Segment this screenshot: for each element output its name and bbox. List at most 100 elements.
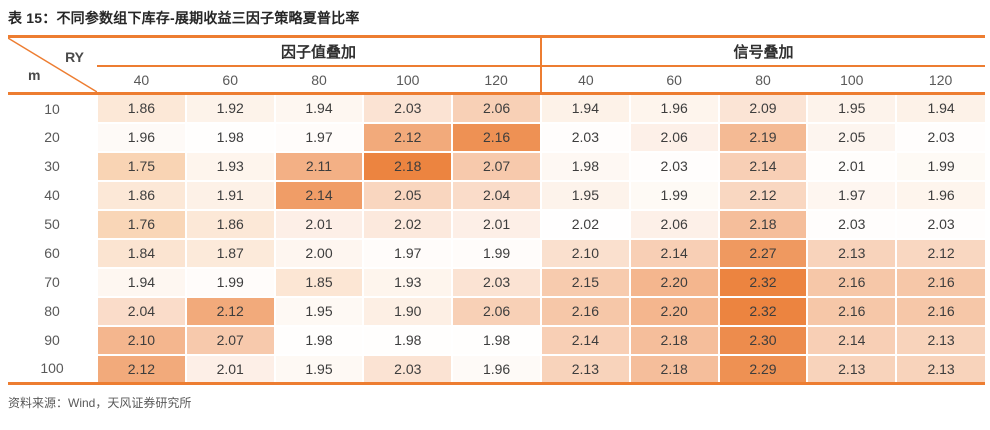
cell-factor_value-m10-ry60: 1.92 [184, 92, 275, 123]
cell-factor_value-m40-ry120: 2.04 [451, 179, 541, 210]
cell-signal-m80-ry80: 2.32 [717, 295, 808, 326]
cell-signal-m60-ry40: 2.10 [539, 237, 630, 268]
cell-factor_value-m50-ry120: 2.01 [451, 208, 541, 239]
cell-signal-m20-ry120: 2.03 [895, 121, 985, 152]
cell-factor_value-m80-ry100: 1.90 [362, 295, 453, 326]
cell-signal-m90-ry100: 2.14 [806, 324, 897, 355]
table-header: m RY 因子值叠加 信号叠加 40 60 80 100 120 40 60 80 100 120 [8, 36, 985, 96]
cell-factor_value-m60-ry120: 1.99 [451, 237, 541, 268]
row-label-m90: 90 [8, 325, 97, 355]
cell-factor_value-m10-ry40: 1.86 [96, 92, 186, 123]
cell-signal-m10-ry40: 1.94 [539, 92, 630, 123]
row-label-m20: 20 [8, 122, 97, 152]
cell-factor_value-m50-ry40: 1.76 [96, 208, 186, 239]
group-header-row: m RY 因子值叠加 信号叠加 [8, 36, 985, 95]
cell-signal-m60-ry80: 2.27 [717, 237, 808, 268]
cell-factor_value-m30-ry100: 2.18 [362, 150, 453, 181]
cell-factor_value-m80-ry40: 2.04 [96, 295, 186, 326]
cell-signal-m70-ry60: 2.20 [628, 266, 719, 297]
cell-factor_value-m40-ry100: 2.05 [362, 179, 453, 210]
group-header-factor-value: 因子值叠加 [97, 36, 541, 68]
cell-signal-m40-ry120: 1.96 [895, 179, 985, 210]
cell-factor_value-m100-ry120: 1.96 [451, 353, 541, 384]
cell-factor_value-m50-ry100: 2.02 [362, 208, 453, 239]
cell-signal-m90-ry120: 2.13 [895, 324, 985, 355]
report-table-page: 表 15：不同参数组下库存-展期收益三因子策略夏普比率 m RY 因子值叠加 信… [0, 8, 990, 411]
cell-factor_value-m90-ry80: 1.98 [273, 324, 364, 355]
cell-factor_value-m70-ry80: 1.85 [273, 266, 364, 297]
row-label-m50: 50 [8, 209, 97, 239]
col-header-factor_value-60: 60 [185, 66, 275, 96]
table-row-m40: 40 1.86 1.91 2.14 2.05 2.04 1.95 1.99 2.12 1.97 1.… [8, 179, 985, 210]
cell-factor_value-m30-ry80: 2.11 [273, 150, 364, 181]
cell-signal-m50-ry40: 2.02 [539, 208, 630, 239]
cell-signal-m30-ry100: 2.01 [806, 150, 897, 181]
cell-signal-m80-ry120: 2.16 [895, 295, 985, 326]
cell-signal-m30-ry60: 2.03 [628, 150, 719, 181]
table-row-m20: 20 1.96 1.98 1.97 2.12 2.16 2.03 2.06 2.19 2.05 2.… [8, 121, 985, 152]
cell-factor_value-m10-ry100: 2.03 [362, 92, 453, 123]
row-label-m40: 40 [8, 180, 97, 210]
corner-col-label: RY [65, 49, 84, 65]
cell-signal-m20-ry100: 2.05 [806, 121, 897, 152]
cell-signal-m80-ry40: 2.16 [539, 295, 630, 326]
row-label-m60: 60 [8, 238, 97, 268]
cell-signal-m100-ry120: 2.13 [895, 353, 985, 384]
col-header-factor_value-100: 100 [363, 66, 453, 96]
cell-factor_value-m90-ry60: 2.07 [184, 324, 275, 355]
cell-signal-m100-ry60: 2.18 [628, 353, 719, 384]
cell-signal-m10-ry100: 1.95 [806, 92, 897, 123]
cell-signal-m40-ry60: 1.99 [628, 179, 719, 210]
col-header-factor_value-120: 120 [452, 66, 541, 96]
cell-signal-m60-ry120: 2.12 [895, 237, 985, 268]
cell-signal-m50-ry80: 2.18 [717, 208, 808, 239]
cell-factor_value-m40-ry40: 1.86 [96, 179, 186, 210]
cell-factor_value-m10-ry120: 2.06 [451, 92, 541, 123]
cell-factor_value-m70-ry120: 2.03 [451, 266, 541, 297]
cell-signal-m70-ry80: 2.32 [717, 266, 808, 297]
cell-signal-m60-ry100: 2.13 [806, 237, 897, 268]
table-row-m80: 80 2.04 2.12 1.95 1.90 2.06 2.16 2.20 2.32 2.16 2.… [8, 295, 985, 326]
table-row-m70: 70 1.94 1.99 1.85 1.93 2.03 2.15 2.20 2.32 2.16 2.… [8, 266, 985, 297]
row-label-m80: 80 [8, 296, 97, 326]
cell-factor_value-m20-ry120: 2.16 [451, 121, 541, 152]
corner-row-label: m [28, 67, 41, 83]
cell-factor_value-m100-ry80: 1.95 [273, 353, 364, 384]
col-header-signal-60: 60 [629, 66, 719, 96]
cell-factor_value-m20-ry40: 1.96 [96, 121, 186, 152]
cell-signal-m30-ry40: 1.98 [539, 150, 630, 181]
source-note: 资料来源：Wind，天风证券研究所 [8, 396, 192, 410]
cell-signal-m20-ry80: 2.19 [717, 121, 808, 152]
table-row-m50: 50 1.76 1.86 2.01 2.02 2.01 2.02 2.06 2.18 2.03 2.… [8, 208, 985, 239]
cell-signal-m30-ry80: 2.14 [717, 150, 808, 181]
cell-factor_value-m70-ry100: 1.93 [362, 266, 453, 297]
cell-signal-m40-ry40: 1.95 [539, 179, 630, 210]
cell-factor_value-m70-ry40: 1.94 [96, 266, 186, 297]
sharpe-ratio-table: m RY 因子值叠加 信号叠加 40 60 80 100 120 40 60 80 100 120… [8, 35, 985, 385]
cell-factor_value-m30-ry40: 1.75 [96, 150, 186, 181]
cell-factor_value-m20-ry80: 1.97 [273, 121, 364, 152]
table-body: 10 1.86 1.92 1.94 2.03 2.06 1.94 1.96 2.09 1.95 1.… [8, 92, 985, 384]
cell-signal-m90-ry60: 2.18 [628, 324, 719, 355]
cell-factor_value-m60-ry80: 2.00 [273, 237, 364, 268]
cell-factor_value-m30-ry60: 1.93 [184, 150, 275, 181]
cell-signal-m100-ry100: 2.13 [806, 353, 897, 384]
cell-signal-m90-ry40: 2.14 [539, 324, 630, 355]
row-label-m70: 70 [8, 267, 97, 297]
cell-signal-m70-ry40: 2.15 [539, 266, 630, 297]
row-label-m10: 10 [8, 93, 97, 123]
cell-factor_value-m60-ry40: 1.84 [96, 237, 186, 268]
cell-signal-m70-ry120: 2.16 [895, 266, 985, 297]
cell-signal-m90-ry80: 2.30 [717, 324, 808, 355]
cell-factor_value-m10-ry80: 1.94 [273, 92, 364, 123]
cell-signal-m20-ry40: 2.03 [539, 121, 630, 152]
table-row-m90: 90 2.10 2.07 1.98 1.98 1.98 2.14 2.18 2.30 2.14 2.… [8, 324, 985, 355]
col-header-signal-120: 120 [896, 66, 985, 96]
cell-signal-m50-ry100: 2.03 [806, 208, 897, 239]
col-header-signal-80: 80 [718, 66, 808, 96]
cell-signal-m100-ry40: 2.13 [539, 353, 630, 384]
cell-factor_value-m40-ry80: 2.14 [273, 179, 364, 210]
cell-factor_value-m80-ry120: 2.06 [451, 295, 541, 326]
table-row-m10: 10 1.86 1.92 1.94 2.03 2.06 1.94 1.96 2.09 1.95 1.… [8, 92, 985, 123]
row-label-m100: 100 [8, 354, 97, 384]
